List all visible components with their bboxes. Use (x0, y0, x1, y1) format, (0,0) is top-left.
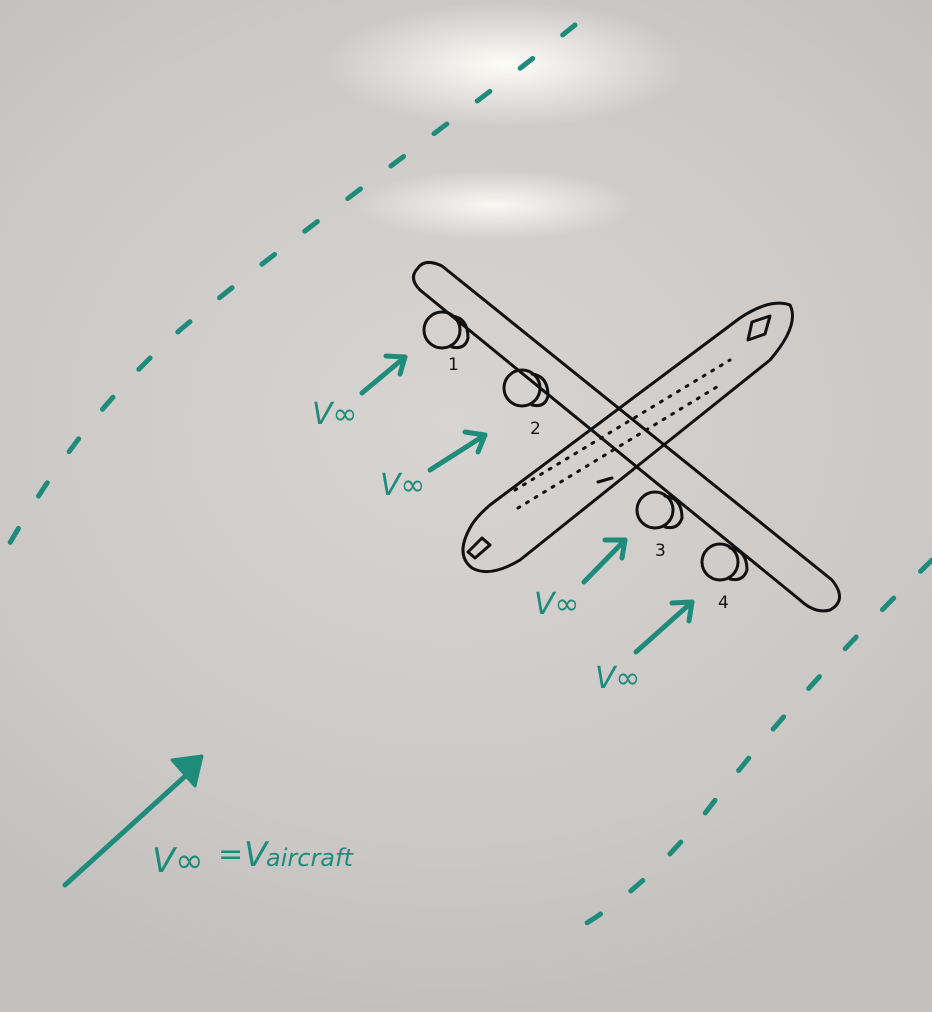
freestream-arrow-3 (584, 540, 625, 582)
legend-rhs-subscript: aircraft (266, 844, 354, 872)
freestream-label-1: V∞ (312, 397, 358, 432)
freestream-label-3: V∞ (534, 587, 580, 622)
freestream-label-2: V∞ (380, 468, 426, 503)
fuselage (463, 303, 793, 571)
freestream-arrow-2 (430, 432, 485, 470)
engine-label-4: 4 (718, 593, 729, 613)
engine-label-1: 1 (448, 355, 459, 375)
engine-label-2: 2 (530, 419, 541, 439)
engine-1 (424, 312, 468, 348)
freestream-arrow-4 (636, 602, 692, 652)
freestream-arrow-1 (362, 356, 405, 393)
flow-boundary-lower (575, 560, 932, 930)
legend-symbol: V∞ (152, 841, 204, 881)
flow-boundary-upper (0, 25, 575, 560)
engine-label-3: 3 (655, 541, 666, 561)
freestream-label-4: V∞ (595, 661, 641, 696)
legend-equals: = (218, 837, 243, 872)
legend-equation: V∞ = V aircraft (152, 835, 354, 881)
wing (413, 262, 839, 610)
